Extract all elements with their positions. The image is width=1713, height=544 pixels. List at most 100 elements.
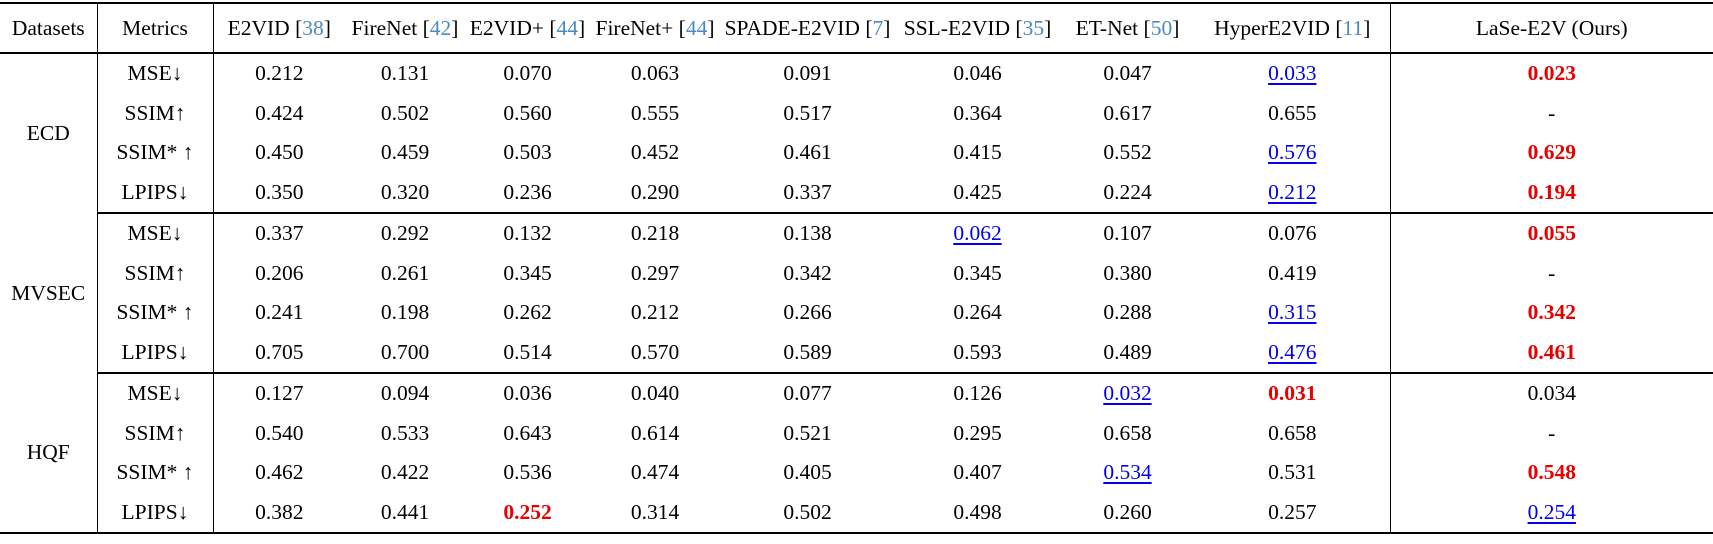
citation-link[interactable]: 38 <box>302 15 324 40</box>
method-name: LaSe-E2V (Ours) <box>1475 15 1628 40</box>
value-cell: 0.534 <box>1103 460 1152 485</box>
method-name: FireNet <box>351 15 418 40</box>
citation-link[interactable]: 35 <box>1022 15 1045 40</box>
dataset-label: HQF <box>0 373 98 533</box>
value-cell: 0.462 <box>255 460 304 485</box>
value-cell: 0.589 <box>720 332 895 374</box>
value-cell: 0.552 <box>1103 140 1152 165</box>
column-header-datasets: Datasets <box>0 3 98 54</box>
value-cell: 0.212 <box>1195 172 1390 214</box>
value-cell: 0.503 <box>503 140 552 165</box>
value-cell: 0.474 <box>630 460 680 485</box>
value-cell: 0.705 <box>213 332 345 374</box>
value-cell: 0.198 <box>380 300 430 325</box>
results-table: Datasets Metrics E2VID [38] FireNet [42] E2V… <box>0 2 1713 534</box>
value-cell: 0.502 <box>380 100 430 125</box>
metric-label: SSIM↑ <box>97 413 214 453</box>
value-cell: 0.314 <box>630 499 680 524</box>
value-cell: 0.459 <box>380 140 430 165</box>
value-cell: 0.548 <box>1389 453 1713 493</box>
metric-label: SSIM↑ <box>97 253 214 293</box>
table-row: LPIPS↓ 0.705 0.700 0.514 0.570 0.589 0.593 0.48… <box>0 332 1713 374</box>
column-header-method: ET-Net [50] <box>1060 3 1195 54</box>
column-header-metrics: Metrics <box>97 3 214 54</box>
value-cell: 0.290 <box>590 172 720 214</box>
column-header-method: FireNet+ [44] <box>590 3 720 54</box>
table-row: LPIPS↓ 0.350 0.320 0.236 0.290 0.337 0.425 0.22… <box>0 172 1713 214</box>
value-cell: 0.062 <box>953 221 1002 246</box>
metric-label: SSIM↑ <box>97 93 214 133</box>
method-name: FireNet+ <box>595 15 674 40</box>
value-cell: 0.489 <box>1060 332 1195 374</box>
metric-label: SSIM* ↑ <box>97 453 214 493</box>
value-cell: 0.560 <box>503 100 552 125</box>
value-cell: 0.212 <box>255 61 304 86</box>
value-cell: 0.405 <box>783 460 832 485</box>
value-cell: 0.517 <box>783 100 832 125</box>
metric-label: LPIPS↓ <box>97 172 214 214</box>
value-cell: 0.077 <box>783 381 832 406</box>
value-cell: 0.540 <box>255 420 304 445</box>
metric-label: LPIPS↓ <box>97 492 214 533</box>
citation-link[interactable]: 44 <box>685 15 708 40</box>
value-cell: 0.047 <box>1103 61 1152 86</box>
value-cell: 0.127 <box>255 381 304 406</box>
citation-link[interactable]: 42 <box>429 15 452 40</box>
value-cell: 0.337 <box>255 221 304 246</box>
value-cell: 0.266 <box>783 300 832 325</box>
table-row: SSIM↑ 0.540 0.533 0.643 0.614 0.521 0.295 0.658… <box>0 413 1713 453</box>
table-row: SSIM* ↑ 0.462 0.422 0.536 0.474 0.405 0.407 0.5… <box>0 453 1713 493</box>
value-cell: 0.617 <box>1103 100 1152 125</box>
value-cell: 0.070 <box>503 61 552 86</box>
value-cell: 0.260 <box>1103 499 1152 524</box>
citation-link[interactable]: 50 <box>1150 15 1173 40</box>
value-cell: 0.107 <box>1103 221 1152 246</box>
value-cell: 0.288 <box>1103 300 1152 325</box>
citation-link[interactable]: 11 <box>1342 15 1364 40</box>
value-cell: 0.212 <box>630 300 680 325</box>
value-cell: 0.292 <box>380 221 430 246</box>
table-row: SSIM↑ 0.206 0.261 0.345 0.297 0.342 0.345 0.380… <box>0 253 1713 293</box>
metric-label: SSIM* ↑ <box>97 293 214 333</box>
value-cell: 0.031 <box>1268 381 1317 406</box>
value-cell: 0.342 <box>1389 293 1713 333</box>
value-cell: 0.076 <box>1268 221 1317 246</box>
value-cell: 0.536 <box>503 460 552 485</box>
value-cell: 0.218 <box>630 221 680 246</box>
metric-label: LPIPS↓ <box>97 332 214 374</box>
table-row: MVSEC MSE↓ 0.337 0.292 0.132 0.218 0.138 0.062 0… <box>0 213 1713 373</box>
value-cell: 0.658 <box>1268 420 1317 445</box>
method-name: HyperE2VID <box>1214 15 1330 40</box>
dataset-label: MVSEC <box>0 213 98 373</box>
citation-link[interactable]: 44 <box>556 15 579 40</box>
value-cell: 0.380 <box>1103 260 1152 285</box>
value-cell: 0.700 <box>345 332 465 374</box>
value-cell: 0.498 <box>953 499 1002 524</box>
value-cell: 0.315 <box>1268 300 1317 325</box>
citation-link[interactable]: 7 <box>872 15 884 40</box>
value-cell: 0.424 <box>255 100 304 125</box>
value-cell: 0.658 <box>1103 420 1152 445</box>
value-cell: 0.126 <box>953 381 1002 406</box>
value-cell: 0.476 <box>1195 332 1390 374</box>
value-cell: 0.342 <box>783 260 832 285</box>
value-cell: 0.295 <box>953 420 1002 445</box>
value-cell: 0.224 <box>1060 172 1195 214</box>
value-cell: 0.533 <box>380 420 430 445</box>
column-header-method: FireNet [42] <box>345 3 465 54</box>
value-cell: 0.531 <box>1268 460 1317 485</box>
method-name: SPADE-E2VID <box>724 15 860 40</box>
value-cell: 0.254 <box>1389 492 1713 533</box>
table-row: SSIM* ↑ 0.241 0.198 0.262 0.212 0.266 0.264 0.2… <box>0 293 1713 333</box>
table-row: LPIPS↓ 0.382 0.441 0.252 0.314 0.502 0.498 0.26… <box>0 492 1713 533</box>
value-cell: 0.452 <box>630 140 680 165</box>
value-cell: 0.257 <box>1268 499 1317 524</box>
value-cell: 0.419 <box>1268 260 1317 285</box>
value-cell: 0.461 <box>1389 332 1713 374</box>
value-cell: 0.264 <box>953 300 1002 325</box>
metric-label: MSE↓ <box>97 53 214 94</box>
value-cell: 0.415 <box>953 140 1002 165</box>
value-cell: 0.350 <box>213 172 345 214</box>
value-cell: 0.046 <box>953 61 1002 86</box>
value-cell: 0.094 <box>380 381 430 406</box>
